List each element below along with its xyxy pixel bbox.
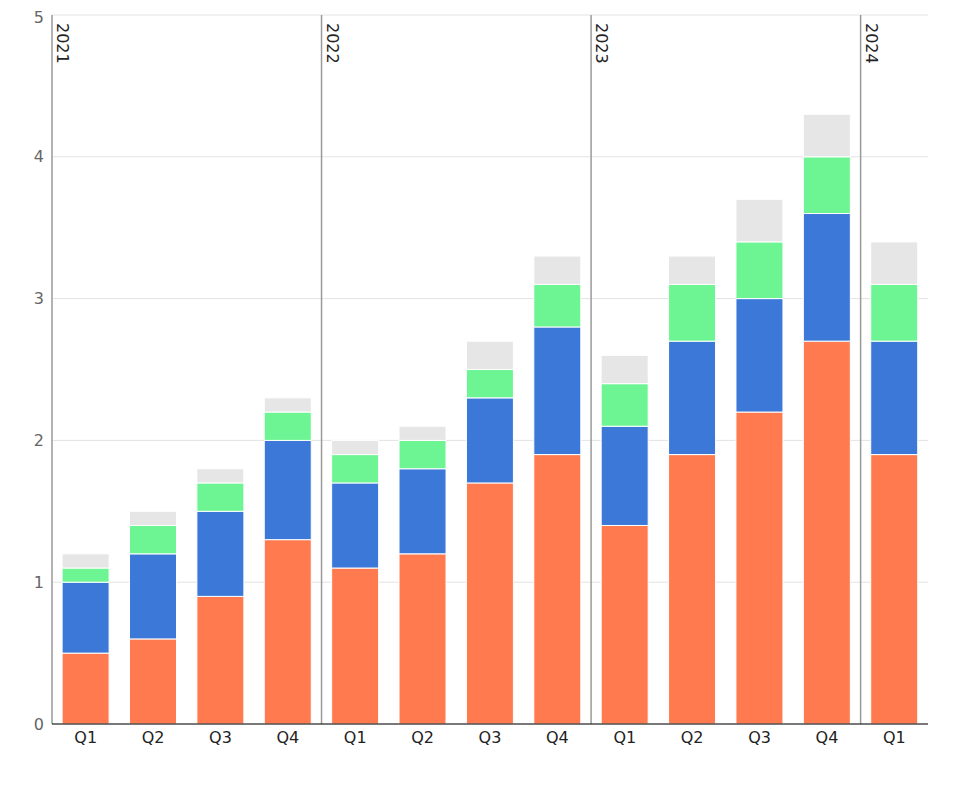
- svg-text:Q2: Q2: [411, 728, 434, 747]
- svg-text:Q4: Q4: [546, 728, 569, 747]
- svg-text:Q2: Q2: [681, 728, 704, 747]
- svg-text:Q3: Q3: [748, 728, 771, 747]
- svg-text:2022: 2022: [323, 23, 342, 64]
- svg-text:Q4: Q4: [276, 728, 299, 747]
- svg-text:Q1: Q1: [344, 728, 367, 747]
- svg-text:Q4: Q4: [816, 728, 839, 747]
- svg-text:2021: 2021: [53, 23, 72, 64]
- svg-text:2: 2: [34, 431, 44, 450]
- svg-text:Q1: Q1: [613, 728, 636, 747]
- svg-text:2024: 2024: [862, 23, 881, 64]
- svg-text:Q3: Q3: [479, 728, 502, 747]
- svg-text:3: 3: [34, 289, 44, 308]
- svg-text:Q2: Q2: [142, 728, 165, 747]
- svg-text:2023: 2023: [592, 23, 611, 64]
- svg-text:4: 4: [34, 147, 44, 166]
- svg-text:1: 1: [34, 573, 44, 592]
- svg-text:Q3: Q3: [209, 728, 232, 747]
- svg-text:5: 5: [34, 8, 44, 27]
- svg-text:Q1: Q1: [883, 728, 906, 747]
- svg-text:0: 0: [34, 715, 44, 734]
- svg-text:Q1: Q1: [74, 728, 97, 747]
